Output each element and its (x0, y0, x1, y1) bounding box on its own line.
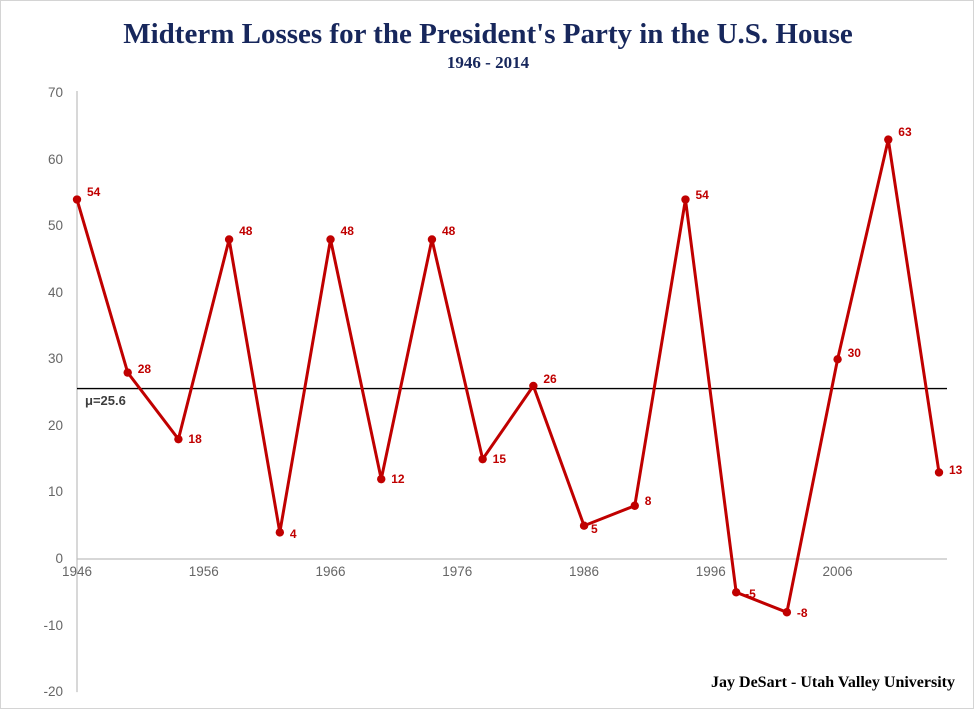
data-point (326, 235, 335, 244)
data-point-label: 28 (137, 361, 152, 376)
data-point-label: 54 (87, 184, 101, 199)
data-point-label: 48 (340, 224, 354, 239)
data-point (529, 381, 538, 391)
data-point-label: 26 (543, 371, 557, 386)
chart-subtitle: 1946 - 2014 (446, 53, 530, 72)
data-point-label: 48 (441, 224, 456, 239)
data-point-label: 12 (391, 472, 405, 487)
data-point-label: 13 (949, 463, 963, 478)
data-point-label: 18 (188, 432, 202, 447)
y-tick-label: -10 (43, 617, 63, 633)
data-point (123, 368, 132, 377)
y-tick-label: 60 (47, 151, 63, 167)
data-line (75, 139, 941, 615)
data-point (579, 521, 589, 530)
data-point-label: 48 (239, 224, 253, 239)
page-title: Midterm Losses for the President's Party… (123, 18, 853, 50)
data-point (427, 235, 437, 244)
data-point-label: 15 (492, 452, 506, 467)
data-point-label: 63 (898, 124, 912, 139)
x-tick-label: 1996 (695, 564, 726, 579)
data-point (884, 135, 893, 144)
data-point (731, 588, 741, 597)
data-point (630, 501, 639, 510)
data-point-label: 4 (289, 527, 297, 542)
x-tick-label: 1966 (315, 564, 346, 579)
data-point (224, 235, 234, 244)
data-point (934, 468, 944, 477)
y-tick-label: 40 (47, 284, 63, 300)
x-tick-label: 1946 (61, 564, 93, 579)
mean-line-label: μ=25.6 (85, 392, 126, 408)
x-tick-label: 2006 (822, 564, 853, 579)
data-point-label: 5 (591, 521, 598, 536)
y-tick-label: 10 (47, 484, 63, 500)
data-point-label: -8 (796, 606, 808, 621)
y-tick-label: 20 (47, 417, 63, 433)
x-tick-label: 1986 (569, 564, 600, 579)
y-tick-label: 30 (47, 351, 63, 367)
x-tick-label: 1956 (188, 564, 219, 579)
data-point-label: 54 (695, 187, 709, 202)
data-point (681, 195, 690, 204)
data-point (72, 195, 82, 204)
data-point (782, 608, 792, 617)
y-tick-label: 50 (47, 218, 63, 234)
data-point (377, 474, 386, 484)
credit-text: Jay DeSart - Utah Valley University (711, 674, 955, 691)
x-tick-label: 1976 (442, 564, 473, 579)
chart-title-block: Midterm Losses for the President's Party… (1, 17, 975, 74)
data-point (478, 454, 487, 464)
data-point-label: 8 (644, 493, 652, 508)
y-tick-label: 70 (47, 85, 63, 100)
data-point-label: -5 (745, 587, 756, 602)
data-point (174, 434, 183, 444)
data-point-label: 30 (847, 346, 861, 361)
data-point (275, 528, 285, 537)
data-point (833, 355, 842, 364)
y-tick-label: 0 (55, 551, 63, 566)
y-tick-label: -20 (43, 684, 63, 700)
